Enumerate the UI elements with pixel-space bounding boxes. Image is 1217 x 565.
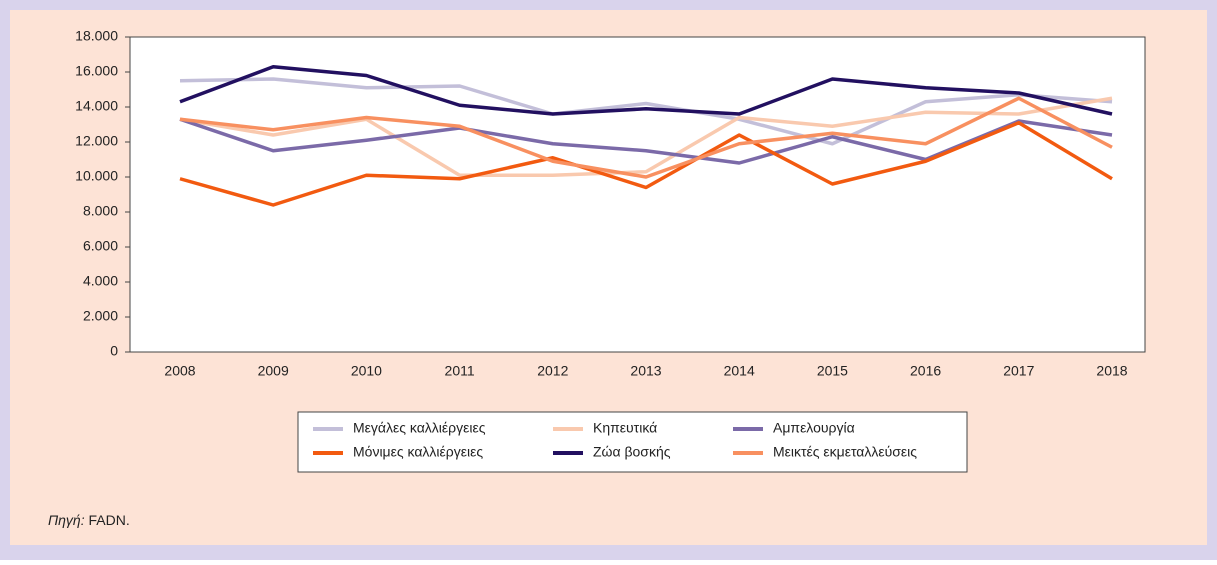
- series-line: [179, 65, 1113, 116]
- x-tick-label: 2011: [445, 363, 475, 379]
- y-tick-label: 16.000: [75, 63, 118, 79]
- legend-label: Κηπευτικά: [593, 420, 657, 436]
- series-line: [179, 121, 1113, 207]
- legend-label: Μεγάλες καλλιέργειες: [353, 420, 486, 436]
- source-text: FADN.: [88, 512, 129, 528]
- source-label: Πηγή:: [48, 512, 85, 528]
- y-tick-label: 14.000: [75, 98, 118, 114]
- x-tick-label: 2014: [724, 363, 755, 379]
- y-tick-label: 4.000: [83, 273, 118, 289]
- x-tick-label: 2009: [258, 363, 289, 379]
- x-tick-label: 2012: [537, 363, 568, 379]
- plot-area: [129, 36, 1146, 353]
- legend-label: Μόνιμες καλλιέργειες: [353, 444, 483, 460]
- x-tick-label: 2018: [1096, 363, 1127, 379]
- y-tick-label: 2.000: [83, 308, 118, 324]
- series-line: [179, 77, 1113, 146]
- legend-label: Ζώα βοσκής: [593, 444, 671, 460]
- y-tick-label: 18.000: [75, 28, 118, 44]
- y-tick-label: 8.000: [83, 203, 118, 219]
- x-tick-label: 2013: [630, 363, 661, 379]
- y-tick-label: 12.000: [75, 133, 118, 149]
- x-tick-label: 2008: [164, 363, 195, 379]
- y-tick-label: 10.000: [75, 168, 118, 184]
- source: Πηγή: FADN.: [48, 512, 130, 528]
- legend-label: Μεικτές εκμεταλλεύσεις: [773, 444, 917, 460]
- legend-label: Αμπελουργία: [773, 420, 855, 436]
- y-tick-label: 0: [110, 343, 118, 359]
- y-tick-label: 6.000: [83, 238, 118, 254]
- x-tick-label: 2010: [351, 363, 382, 379]
- x-tick-label: 2016: [910, 363, 941, 379]
- series-line: [179, 96, 1113, 177]
- series-line: [179, 96, 1113, 179]
- x-tick-label: 2017: [1003, 363, 1034, 379]
- x-tick-label: 2015: [817, 363, 848, 379]
- legend: [297, 411, 968, 473]
